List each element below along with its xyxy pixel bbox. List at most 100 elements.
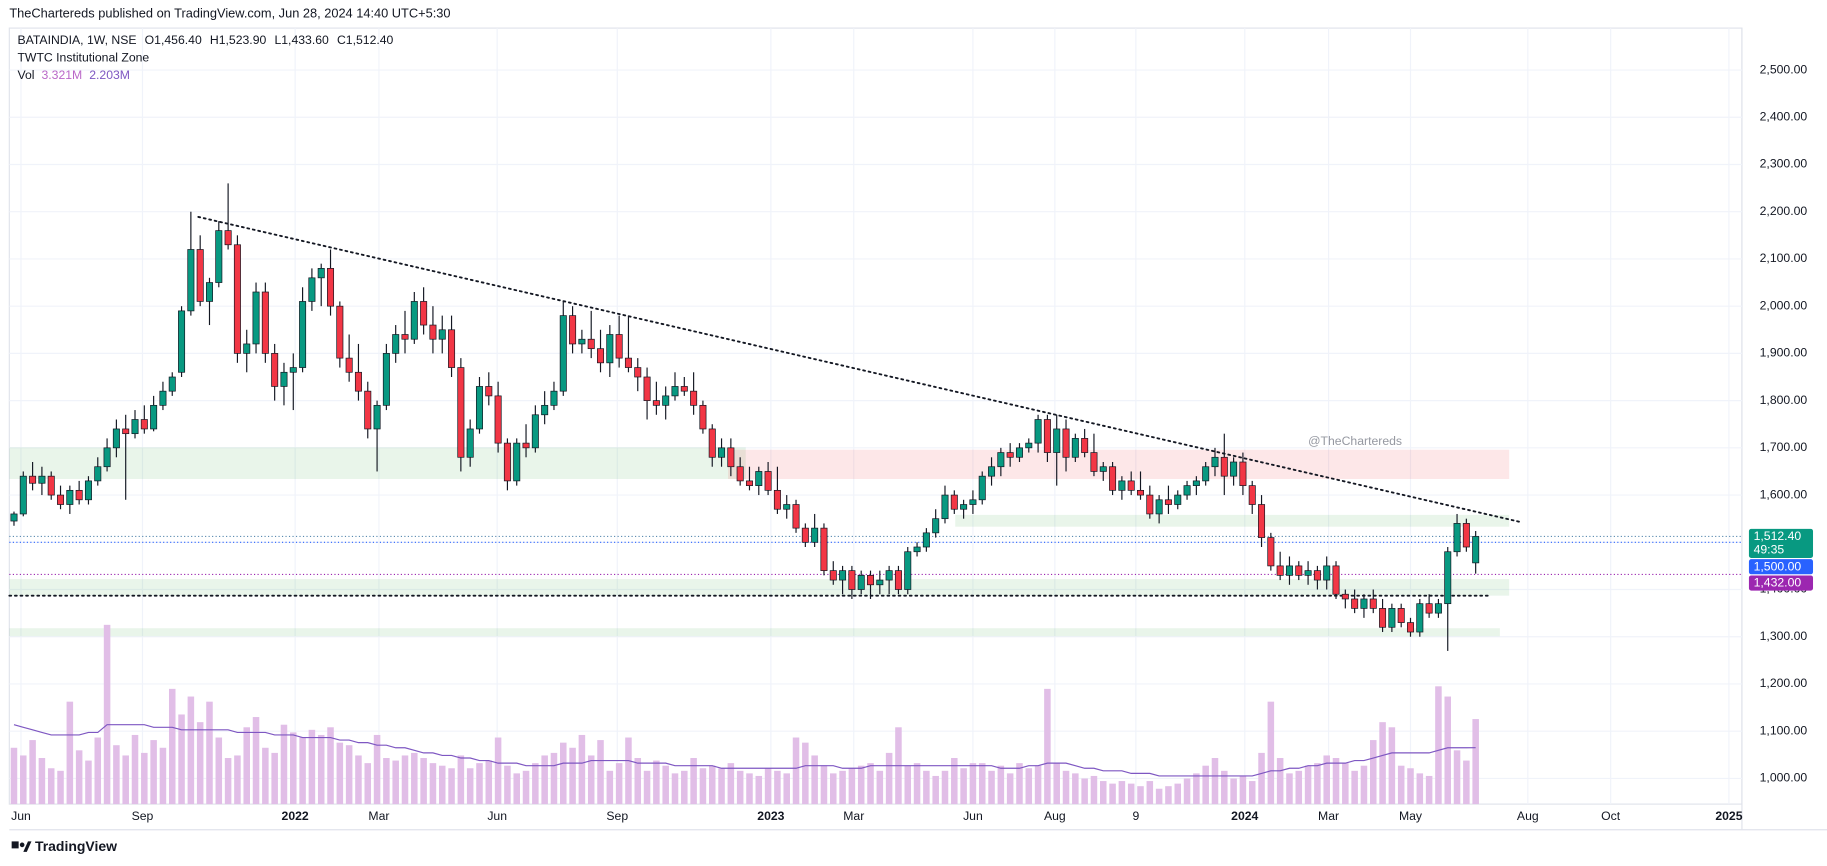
candle-body — [1192, 480, 1200, 486]
candle-body — [1183, 485, 1191, 496]
volume-bar — [802, 742, 809, 805]
candle-body — [1369, 598, 1377, 609]
volume-bar — [1453, 750, 1461, 805]
candle-body — [531, 414, 539, 449]
candle-body — [1304, 570, 1312, 576]
volume-bar — [1435, 686, 1442, 805]
candle-body — [131, 419, 139, 435]
volume-bar — [522, 770, 530, 805]
volume-bar — [1369, 740, 1377, 805]
candle-body — [541, 404, 549, 416]
volume-bar — [150, 740, 157, 805]
volume-bar — [252, 717, 260, 805]
candle-body — [783, 504, 791, 510]
candle-body — [1351, 598, 1359, 609]
candle-body — [205, 282, 213, 302]
volume-bar — [839, 770, 846, 805]
candle-body — [382, 353, 390, 406]
volume-bar — [206, 701, 213, 805]
volume-bar — [1127, 783, 1135, 805]
x-tick-label: Mar — [368, 809, 389, 823]
x-tick-label: Jun — [963, 809, 983, 823]
candle-body — [308, 277, 316, 302]
candle-body — [327, 268, 335, 307]
candle-body — [122, 428, 130, 435]
volume-bar — [364, 763, 372, 805]
volume-bar — [867, 763, 874, 805]
volume-bar — [262, 747, 269, 805]
candle-body — [1146, 494, 1154, 515]
candle-body — [224, 230, 232, 246]
y-tick-label: 1,600.00 — [1760, 487, 1808, 501]
price-label-box — [1748, 559, 1814, 575]
candle-body — [885, 570, 893, 581]
candle-body — [178, 310, 186, 373]
y-tick-label: 2,300.00 — [1760, 157, 1808, 171]
volume-bar — [401, 755, 409, 805]
volume-bar — [504, 765, 511, 805]
candle-body — [1025, 442, 1033, 449]
candle-body — [597, 348, 605, 364]
volume-legend: Vol 3.321M 2.203M — [17, 68, 130, 82]
volume-bar — [699, 768, 707, 805]
volume-bar — [653, 760, 660, 805]
volume-bar — [438, 765, 446, 805]
volume-bar — [178, 714, 185, 805]
volume-bar — [47, 768, 55, 805]
candle-body — [736, 466, 744, 482]
trendline — [197, 215, 1522, 523]
volume-bar — [196, 722, 204, 805]
volume-bar — [587, 755, 595, 805]
candle-body — [1276, 565, 1284, 576]
x-tick-label: 2024 — [1231, 809, 1258, 823]
candle-body — [755, 471, 763, 486]
candle-body — [764, 471, 772, 491]
candle-body — [1034, 419, 1042, 444]
candle-body — [29, 475, 37, 484]
candle-body — [513, 442, 521, 482]
volume-bar — [1155, 788, 1163, 805]
volume-bar — [299, 737, 306, 805]
volume-bar — [1248, 781, 1256, 805]
volume-bar — [1388, 727, 1396, 805]
volume-bar — [1416, 773, 1424, 805]
candle-body — [1053, 428, 1061, 453]
volume-bar — [392, 760, 399, 805]
candle-body — [187, 249, 195, 312]
candle-body — [522, 442, 530, 449]
volume-bar — [1062, 770, 1070, 805]
candle-body — [261, 291, 269, 354]
candle-body — [317, 268, 325, 279]
volume-bar — [941, 770, 949, 805]
x-tick-label: 2025 — [1715, 809, 1742, 823]
volume-bar — [1463, 760, 1470, 805]
volume-bar — [1332, 758, 1340, 805]
volume-bar — [187, 696, 195, 805]
volume-bar — [1034, 765, 1042, 805]
volume-bar — [643, 770, 651, 805]
volume-bar — [1351, 770, 1358, 805]
zone — [9, 579, 1510, 596]
candle-body — [1081, 438, 1089, 453]
candle-body — [168, 376, 176, 392]
candle-body — [103, 447, 111, 468]
volume-value: 3.321M — [41, 68, 82, 82]
volume-bar — [66, 701, 74, 805]
candle-body — [1444, 551, 1452, 605]
plot-area: 1,000.001,100.001,200.001,300.001,400.00… — [8, 27, 1827, 831]
y-tick-label: 1,900.00 — [1760, 346, 1808, 360]
ohlc-low: L1,433.60 — [274, 33, 329, 47]
x-tick-label: 2022 — [282, 809, 309, 823]
volume-bar — [234, 755, 241, 805]
volume-bar — [476, 763, 483, 805]
volume-bar — [1425, 775, 1433, 805]
watermark: @TheChartereds — [1308, 434, 1402, 448]
volume-bar — [1323, 755, 1330, 805]
volume-bar — [913, 763, 921, 805]
volume-bar — [960, 768, 967, 805]
candle-body — [960, 504, 968, 510]
volume-bar — [792, 737, 800, 805]
candle-body — [1453, 523, 1461, 553]
volume-bar — [1025, 768, 1033, 805]
volume-ma-line — [13, 724, 1476, 777]
